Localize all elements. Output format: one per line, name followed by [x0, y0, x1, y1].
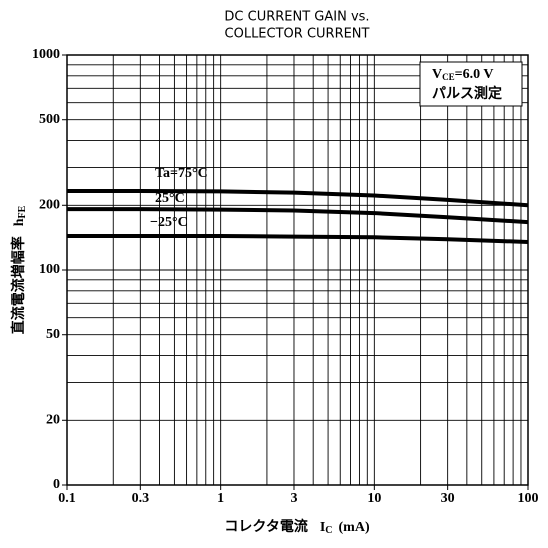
y-tick-label: 1000 [32, 47, 60, 62]
x-label-sub: C [325, 525, 332, 536]
annotation-sub: CE [442, 72, 455, 82]
x-tick-label: 30 [441, 491, 455, 506]
x-tick-label: 0.3 [132, 491, 150, 506]
series-line [67, 189, 529, 208]
x-tick-label: 3 [290, 491, 297, 506]
x-label-text: コレクタ電流 [224, 518, 307, 535]
series-label: 25°C [155, 191, 185, 206]
series-label: Ta=75°C [155, 166, 208, 181]
y-tick-label: 100 [39, 262, 60, 277]
y-tick-label: 0 [53, 477, 60, 492]
annotation-note: パルス測定 [432, 85, 502, 102]
x-label-symbol: I [320, 520, 325, 535]
x-tick-label: 1 [217, 491, 224, 506]
y-tick-label: 50 [46, 327, 60, 342]
y-label-symbol: h [12, 218, 27, 226]
annotation-condition: VCE=6.0 V [432, 67, 493, 82]
annotation-value: =6.0 V [455, 67, 494, 82]
x-tick-label: 10 [367, 491, 381, 506]
y-tick-label: 500 [39, 112, 60, 127]
series-line [67, 207, 529, 225]
x-axis-label: コレクタ電流 IC (mA) [224, 518, 370, 536]
y-label-text: 直流電流増幅率 [10, 236, 27, 334]
annotation-box [419, 61, 523, 107]
series-line [67, 233, 529, 244]
annotation-symbol: V [432, 67, 442, 82]
x-label-unit: (mA) [339, 520, 370, 535]
y-tick-label: 20 [46, 412, 60, 427]
y-label-sub: FE [17, 205, 28, 218]
x-tick-label: 0.1 [58, 491, 76, 506]
y-axis-label: 直流電流増幅率 hFE [10, 205, 28, 334]
x-tick-label: 100 [518, 491, 539, 506]
chart-title: DC CURRENT GAIN vs. [224, 10, 369, 25]
chart-title: COLLECTOR CURRENT [225, 27, 370, 42]
y-tick-label: 200 [39, 197, 60, 212]
series-label: −25°C [150, 215, 188, 230]
